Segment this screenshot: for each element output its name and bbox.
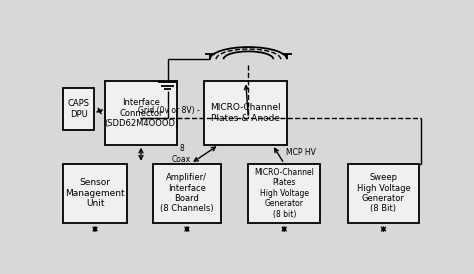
Bar <box>153 164 221 223</box>
Text: Sensor
Management
Unit: Sensor Management Unit <box>65 178 125 208</box>
Text: Interface
Connector
(SDD62M4OOOD): Interface Connector (SDD62M4OOOD) <box>104 98 178 128</box>
Bar <box>105 81 177 145</box>
Text: Amplifier/
Interface
Board
(8 Channels): Amplifier/ Interface Board (8 Channels) <box>160 173 214 213</box>
Text: 8
Coax: 8 Coax <box>172 144 191 164</box>
Text: MCP HV: MCP HV <box>286 148 316 156</box>
Text: CAPS
DPU: CAPS DPU <box>67 99 90 119</box>
Text: Grid (0v or 8V) -: Grid (0v or 8V) - <box>138 106 200 115</box>
Bar <box>248 164 320 223</box>
Text: Sweep
High Voltage
Generator
(8 Bit): Sweep High Voltage Generator (8 Bit) <box>356 173 410 213</box>
Bar <box>63 164 127 223</box>
Text: MICRO-Channel
Plates
High Voltage
Generator
(8 bit): MICRO-Channel Plates High Voltage Genera… <box>255 168 314 219</box>
Bar <box>204 81 287 145</box>
Bar <box>347 164 419 223</box>
Text: MICRO-Channel
Plates & Anode: MICRO-Channel Plates & Anode <box>210 103 281 123</box>
Bar <box>63 88 94 130</box>
